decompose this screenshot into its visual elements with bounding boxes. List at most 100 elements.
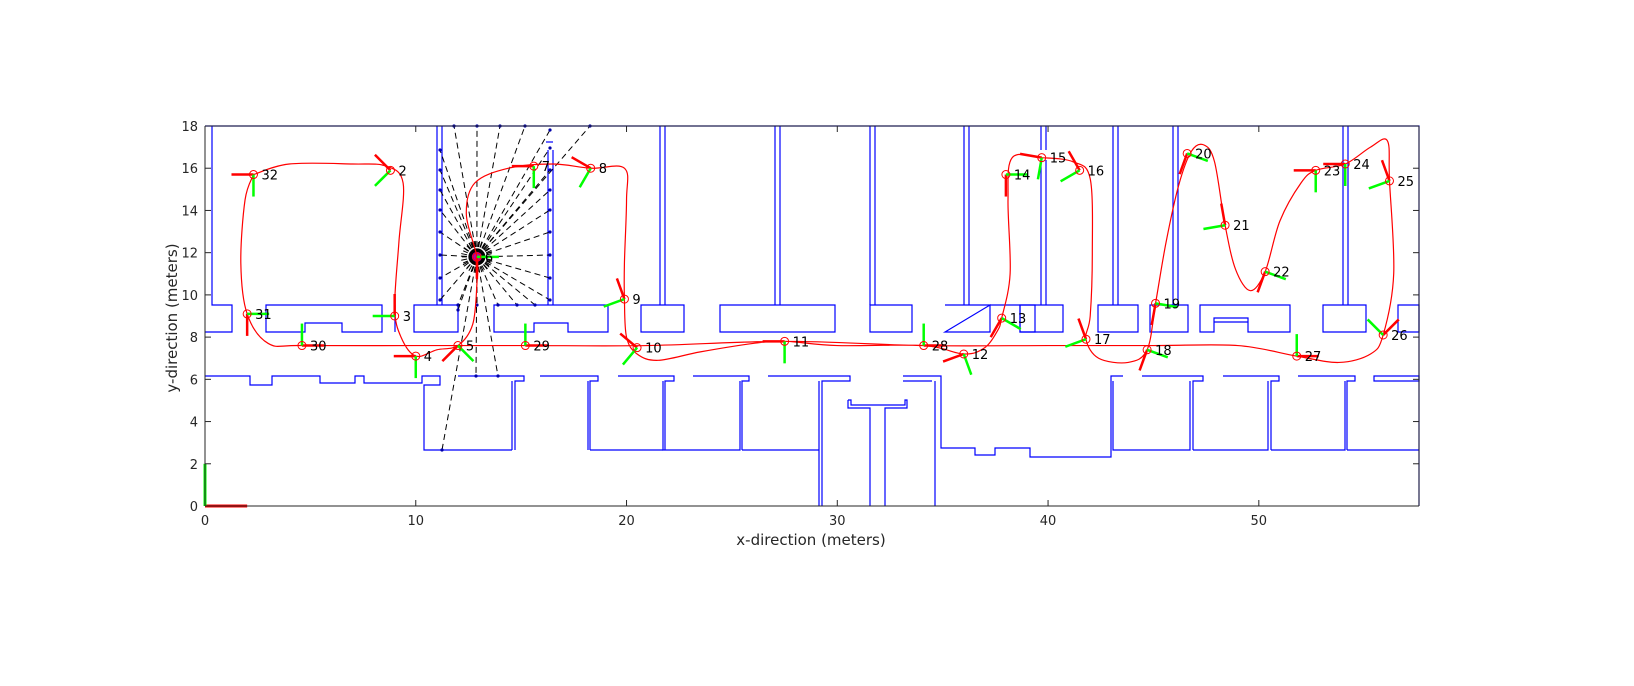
map-wall: [413, 304, 459, 333]
waypoint-marker: [586, 163, 596, 173]
map-wall: [1223, 375, 1280, 450]
waypoint-marker: [472, 252, 482, 262]
scan-ray: [439, 169, 478, 258]
waypoint: 23: [1293, 164, 1341, 193]
scan-ray: [476, 256, 551, 279]
waypoint-marker: [453, 341, 463, 351]
waypoint-label: 21: [1233, 219, 1250, 234]
waypoint-marker: [1037, 153, 1047, 163]
waypoint-label: 3: [403, 310, 411, 325]
waypoint-marker: [1151, 298, 1161, 308]
waypoint-marker: [1260, 267, 1270, 277]
waypoint-marker: [1340, 159, 1350, 169]
waypoint-marker: [242, 309, 252, 319]
y-tick-label: 2: [190, 458, 198, 473]
scan-hit: [548, 276, 552, 280]
waypoint-marker: [390, 311, 400, 321]
waypoint: 29: [520, 323, 550, 355]
waypoint: 30: [297, 323, 326, 355]
waypoint: 32: [231, 169, 278, 197]
map-wall: [719, 304, 836, 333]
scan-hit: [548, 230, 552, 234]
scan-hit: [515, 303, 519, 307]
scan-ray: [457, 256, 478, 306]
map-wall: [1149, 304, 1189, 333]
waypoint: 22: [1256, 266, 1290, 293]
waypoint: 27: [1292, 334, 1321, 365]
waypoint-label: 9: [632, 293, 640, 308]
map-wall: [1142, 375, 1204, 450]
trajectory-line: [240, 138, 1395, 364]
map-wall: [265, 304, 383, 333]
scan-ray: [476, 125, 501, 257]
waypoint-label: 18: [1155, 344, 1172, 359]
y-tick-label: 0: [190, 500, 198, 515]
waypoint-marker: [959, 349, 969, 359]
waypoint-marker: [997, 313, 1007, 323]
waypoint-label: 12: [972, 348, 989, 363]
pose-x-axis: [374, 153, 392, 172]
waypoint-marker: [411, 351, 421, 361]
scan-ray: [476, 231, 551, 258]
map-wall: [847, 400, 871, 506]
scan-hit: [456, 308, 460, 312]
scan-hit: [474, 374, 478, 378]
pose-y-axis: [1366, 318, 1385, 336]
y-tick-label: 18: [181, 120, 198, 135]
map-wall: [540, 375, 599, 450]
map-wall: [1193, 381, 1269, 451]
scan-ray: [476, 129, 551, 258]
axes: [204, 125, 1420, 507]
scan-hit: [438, 168, 442, 172]
scan-hit: [548, 188, 552, 192]
waypoint-marker: [780, 336, 790, 346]
scan-hit: [496, 303, 500, 307]
waypoint-label: 28: [932, 340, 949, 355]
map-wall: [458, 375, 525, 450]
scan-hit: [548, 146, 552, 150]
map-wall: [1199, 304, 1291, 333]
waypoint-label: 11: [793, 335, 810, 350]
waypoint-marker: [1075, 165, 1085, 175]
scan-ray: [476, 256, 499, 306]
y-tick-label: 6: [190, 373, 198, 388]
waypoint: 13: [989, 312, 1027, 338]
pose-y-axis: [374, 169, 392, 187]
waypoint: 10: [619, 332, 662, 366]
waypoint-label: 8: [599, 162, 607, 177]
scan-ray: [476, 169, 551, 258]
x-tick-label: 10: [407, 514, 424, 529]
waypoint: 8: [571, 156, 607, 188]
waypoint: 20: [1178, 147, 1212, 175]
map-wall: [903, 375, 1123, 458]
waypoint: 25: [1368, 159, 1414, 190]
waypoint-label: 20: [1195, 147, 1212, 162]
scan-ray: [439, 149, 478, 258]
scan-hit: [548, 208, 552, 212]
scan-ray: [476, 256, 536, 306]
map-wall: [205, 375, 512, 451]
scan-hit: [438, 276, 442, 280]
waypoint-label: 32: [261, 169, 278, 184]
map-wall: [1322, 304, 1367, 333]
x-tick-label: 0: [201, 514, 209, 529]
map-wall: [869, 304, 913, 333]
waypoint-marker: [1081, 334, 1091, 344]
waypoint: 26: [1366, 318, 1408, 344]
scan-hit: [456, 303, 460, 307]
map-wall: [1112, 381, 1191, 451]
waypoint-label: 23: [1324, 164, 1341, 179]
waypoint-marker: [385, 165, 395, 175]
x-axis-label: x-direction (meters): [736, 531, 885, 549]
waypoint: 31: [242, 308, 272, 336]
waypoint-marker: [248, 170, 258, 180]
waypoint-marker: [520, 341, 530, 351]
waypoint-label: 13: [1010, 312, 1027, 327]
scan-ray: [476, 125, 591, 258]
y-tick-label: 8: [190, 331, 198, 346]
scan-hit: [440, 448, 444, 452]
waypoint: 11: [762, 335, 810, 364]
waypoint-marker: [1378, 330, 1388, 340]
waypoint-label: 6: [485, 251, 493, 266]
waypoint-label: 17: [1094, 333, 1111, 348]
